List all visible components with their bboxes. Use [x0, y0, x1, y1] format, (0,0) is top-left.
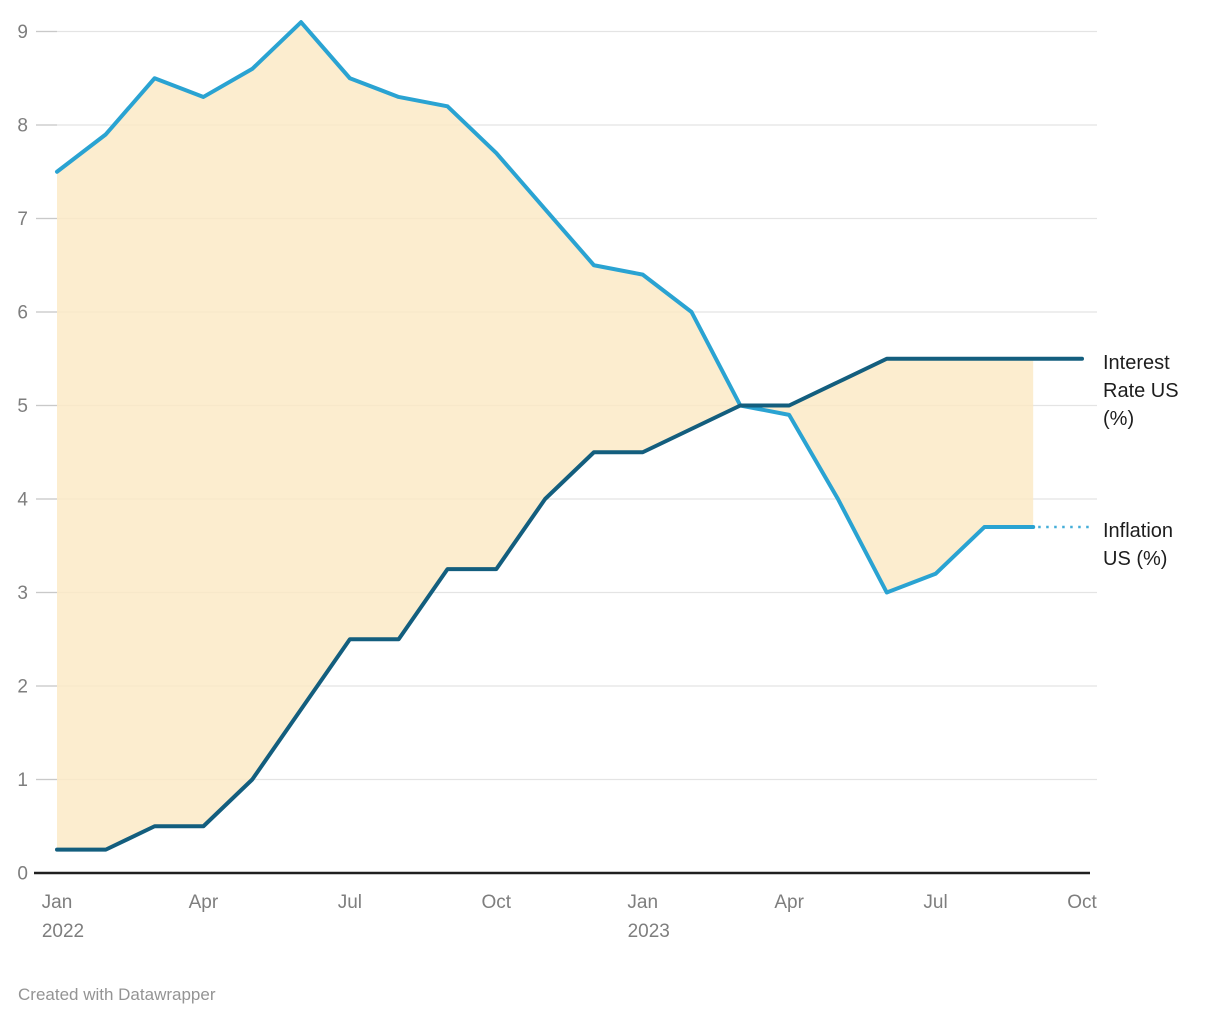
y-tick-label: 3: [17, 583, 28, 604]
y-tick-label: 7: [17, 209, 28, 230]
y-axis-labels: 0 1 2 3 4 5 6 7 8 9: [17, 22, 28, 885]
x-tick-year-label: 2022: [42, 921, 84, 942]
y-tick-label: 9: [17, 22, 28, 43]
y-tick-label: 5: [17, 396, 28, 417]
attribution-text: Created with Datawrapper: [18, 985, 216, 1004]
y-tick-label: 6: [17, 303, 28, 324]
y-tick-label: 2: [17, 677, 28, 698]
x-tick-label: Jan: [627, 892, 658, 913]
x-tick-year-label: 2023: [628, 921, 670, 942]
y-tick-label: 4: [17, 490, 28, 511]
x-tick-label: Apr: [774, 892, 804, 913]
y-tick-label: 8: [17, 116, 28, 137]
x-tick-label: Apr: [189, 892, 219, 913]
fill-between-area: [57, 22, 1034, 850]
x-tick-label: Jul: [923, 892, 947, 913]
series-label-interest-rate: Interest Rate US (%): [1103, 352, 1179, 430]
x-tick-label: Jul: [338, 892, 362, 913]
series-label-inflation: Inflation US (%): [1103, 520, 1174, 570]
y-tick-label: 1: [17, 770, 28, 791]
interest-rate-line: [55, 356, 1084, 852]
x-tick-label: Jan: [42, 892, 73, 913]
x-tick-label: Oct: [482, 892, 512, 913]
x-tick-label: Oct: [1067, 892, 1097, 913]
inflation-line: [55, 20, 1036, 595]
x-axis-labels: Jan 2022 Apr Jul Oct Jan 2023 Apr Jul Oct: [42, 892, 1098, 942]
y-tick-label: 0: [17, 864, 28, 885]
